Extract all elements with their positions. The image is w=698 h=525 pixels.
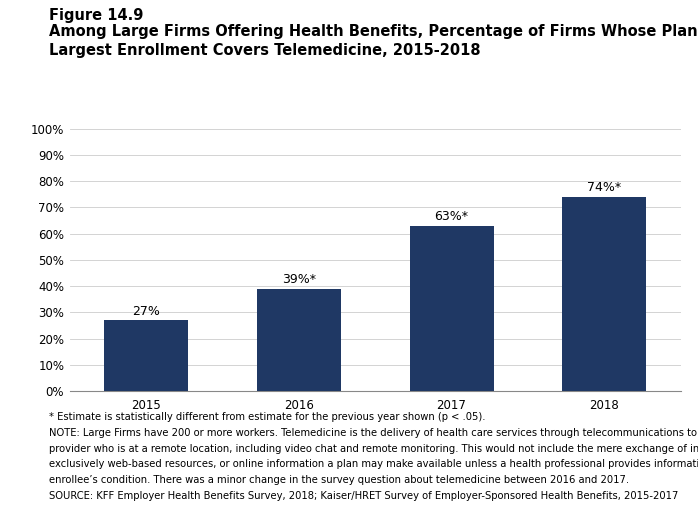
Bar [410,226,493,391]
Text: exclusively web-based resources, or online information a plan may make available: exclusively web-based resources, or onli… [49,459,698,469]
Text: Among Large Firms Offering Health Benefits, Percentage of Firms Whose Plan with : Among Large Firms Offering Health Benefi… [49,24,698,58]
Text: Figure 14.9: Figure 14.9 [49,8,143,23]
Bar [257,289,341,391]
Text: 74%*: 74%* [587,181,621,194]
Text: 39%*: 39%* [282,273,315,286]
Text: enrollee’s condition. There was a minor change in the survey question about tele: enrollee’s condition. There was a minor … [49,475,629,485]
Text: NOTE: Large Firms have 200 or more workers. Telemedicine is the delivery of heal: NOTE: Large Firms have 200 or more worke… [49,428,698,438]
Text: SOURCE: KFF Employer Health Benefits Survey, 2018; Kaiser/HRET Survey of Employe: SOURCE: KFF Employer Health Benefits Sur… [49,491,678,501]
Text: 27%: 27% [132,304,160,318]
Text: * Estimate is statistically different from estimate for the previous year shown : * Estimate is statistically different fr… [49,412,485,422]
Bar [562,197,646,391]
Text: provider who is at a remote location, including video chat and remote monitoring: provider who is at a remote location, in… [49,444,698,454]
Bar [104,320,188,391]
Text: 63%*: 63%* [435,210,468,223]
